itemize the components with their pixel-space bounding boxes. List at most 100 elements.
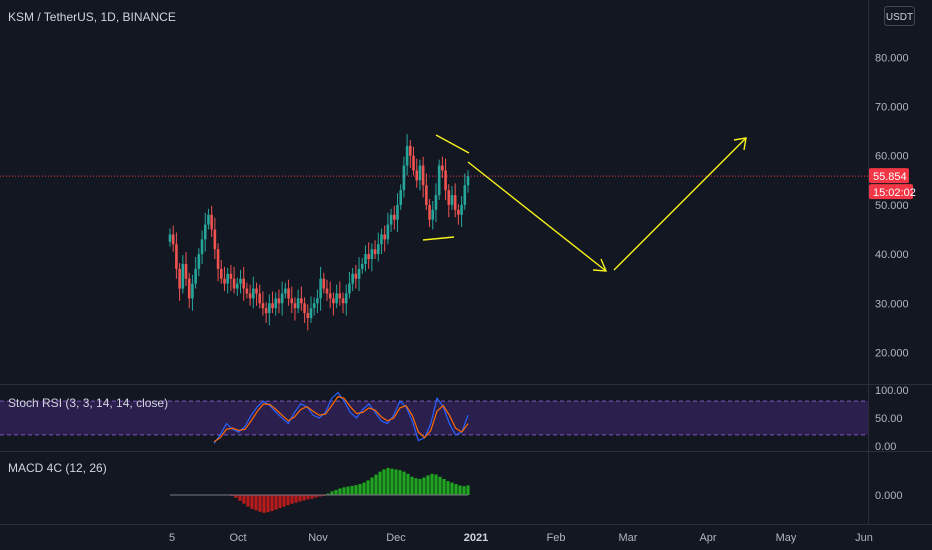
last-price-value: 55.854 [873,171,907,183]
macd-bar [394,469,398,495]
candle [351,267,354,291]
candle [280,281,284,316]
arrow-up-head[interactable] [733,137,747,151]
candle [312,297,316,316]
candle [258,284,262,309]
candle [409,139,412,169]
candle [405,134,409,176]
candle [447,184,451,218]
macd-bar [338,488,342,495]
candle [341,292,345,314]
candle [376,232,380,262]
candle [171,225,175,252]
candle [364,245,367,272]
time-tick-label: Apr [699,532,716,544]
macd-bar [246,495,250,507]
macd-bar [310,495,314,499]
arrow-up-shaft[interactable] [613,137,747,271]
candle [213,217,217,260]
rsi-axis-ticks: 100.00 50.00 0.00 [875,385,909,453]
candle [194,257,197,289]
candle [184,252,188,287]
macd-title[interactable]: MACD 4C (12, 26) [8,461,107,475]
candle [460,196,463,228]
macd-bar [366,480,370,495]
macd-bar [334,489,338,495]
price-tick-label: 40.000 [875,249,909,261]
candle [338,281,342,306]
macd-bar [382,469,386,495]
rsi-tick-label: 0.00 [875,441,896,453]
price-tick-label: 60.000 [875,151,909,163]
time-tick-label: Jun [855,532,873,544]
time-tick-label: 5 [169,532,175,544]
macd-bar [402,471,406,495]
time-tick-label: Dec [386,532,406,544]
candle [187,272,191,309]
candle [373,240,377,260]
candle [441,156,444,178]
price-axis-ticks: 20.000 30.000 40.000 50.000 60.000 70.000 80.0… [875,52,909,359]
candle [200,230,204,264]
candle [348,271,351,299]
macd-bar [362,482,366,495]
macd-bar [378,471,382,495]
macd-bar [434,474,438,495]
candle [463,173,467,210]
currency-button[interactable]: USDT [884,6,915,26]
candle [306,304,310,331]
candle [367,242,370,269]
candle [383,225,386,252]
macd-bar [406,473,410,495]
macd-bar [294,495,298,503]
candle [168,228,172,247]
candle [216,243,220,282]
candle [421,156,425,198]
macd-bar [466,485,470,495]
candle [431,200,435,230]
macd-bar [354,485,358,495]
countdown-tag [869,184,913,200]
symbol-title[interactable]: KSM / TetherUS, 1D, BINANCE [8,10,176,24]
currency-button-label[interactable]: USDT [886,12,913,23]
candles-group [168,134,470,331]
candle [425,173,428,210]
stoch-rsi-lines [213,391,469,444]
wedge-lower-line[interactable] [422,236,455,241]
candle [239,269,242,294]
candle [232,266,236,294]
candle [325,279,329,301]
macd-bar [290,495,294,504]
price-tick-label: 70.000 [875,102,909,114]
candle [370,243,374,272]
macd-bar [446,481,450,495]
time-tick-label: Mar [619,532,638,544]
candle [290,286,294,314]
wedge-upper-line[interactable] [435,134,470,154]
macd-bar [302,495,306,501]
candle [402,156,406,198]
candle [178,262,181,301]
arrow-down-head[interactable] [592,258,608,272]
arrow-down-shaft[interactable] [467,161,607,272]
macd-bar [442,478,446,495]
macd-bar [282,495,286,507]
macd-bar [234,495,238,498]
candle [380,228,383,255]
candle [274,292,278,316]
macd-bar [238,495,242,501]
candle [428,199,431,228]
macd-bar [270,495,274,512]
macd-bar [298,495,302,502]
macd-bar [278,495,282,509]
candle [268,294,271,326]
candle [437,159,441,200]
stoch-rsi-title[interactable]: Stoch RSI (3, 3, 14, 14, close) [8,396,168,410]
candle [210,205,213,237]
annotations[interactable] [422,134,747,272]
macd-bar [414,478,418,495]
macd-bar [330,491,334,495]
macd-bar [254,495,258,511]
candle [235,277,239,296]
